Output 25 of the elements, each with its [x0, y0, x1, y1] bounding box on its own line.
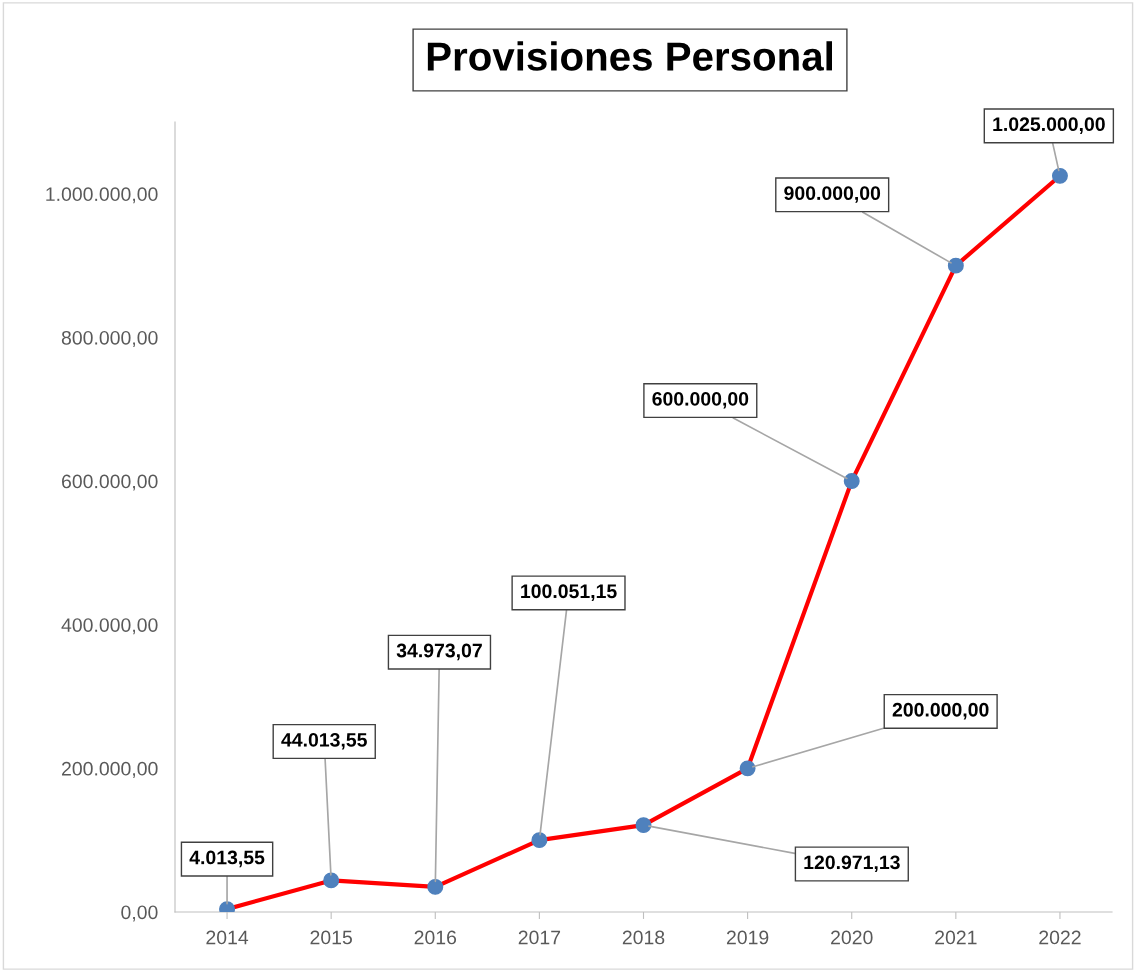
- data-label: 34.973,07: [396, 643, 482, 661]
- x-tick-label: 2017: [518, 930, 561, 945]
- y-tick-label: 800.000,00: [61, 330, 158, 347]
- x-tick-label: 2022: [1039, 930, 1081, 945]
- y-tick-label: 400.000,00: [61, 618, 158, 635]
- data-label: 44.013,55: [281, 732, 367, 750]
- data-label: 900.000,00: [784, 186, 881, 203]
- x-tick-label: 2018: [622, 930, 665, 945]
- x-tick-label: 2019: [726, 930, 769, 945]
- data-label: 600.000,00: [652, 391, 749, 409]
- y-tick-label: 1.000.000,00: [46, 187, 158, 204]
- y-tick-label: 200.000,00: [62, 761, 158, 778]
- x-tick-label: 2015: [310, 930, 352, 945]
- x-tick-label: 2020: [831, 930, 873, 945]
- data-label: 120.971,13: [804, 855, 900, 873]
- x-tick-label: 2016: [414, 930, 457, 945]
- chart-title: Provisiones Personal: [427, 41, 832, 71]
- data-label: 4.013,55: [189, 850, 265, 868]
- y-tick-label: 600.000,00: [62, 474, 158, 491]
- x-tick-label: 2014: [206, 930, 249, 945]
- data-label: 1.025.000,00: [993, 117, 1105, 134]
- data-label: 100.051,15: [521, 584, 617, 601]
- y-tick-label: 0,00: [121, 905, 158, 922]
- x-tick-label: 2021: [935, 930, 977, 945]
- data-label: 200.000,00: [892, 702, 989, 720]
